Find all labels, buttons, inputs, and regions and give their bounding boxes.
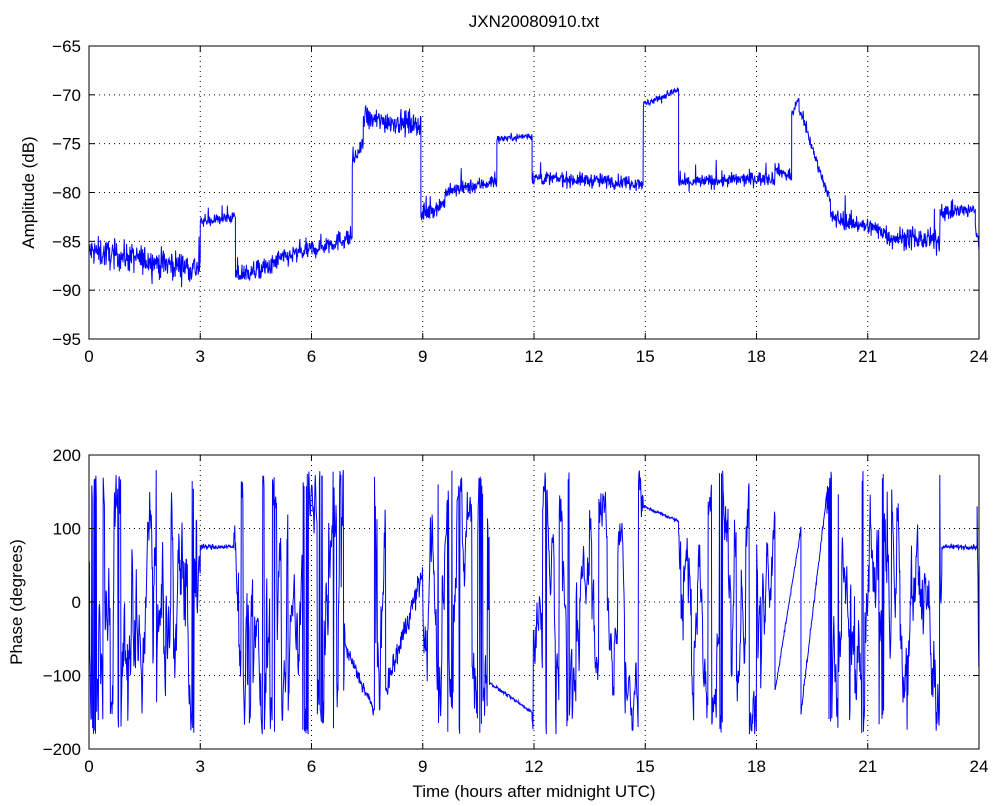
- phase-series-line: [89, 469, 979, 735]
- phase-x-tick-label: 3: [196, 757, 205, 776]
- phase-y-tick-label: 0: [72, 593, 81, 612]
- chart-title: JXN20080910.txt: [469, 12, 600, 31]
- amplitude-y-axis-label: Amplitude (dB): [19, 136, 38, 248]
- amplitude-series-line: [89, 87, 979, 288]
- amplitude-y-tick-label: −85: [52, 232, 81, 251]
- phase-x-tick-label: 6: [307, 757, 316, 776]
- amplitude-x-tick-label: 18: [747, 347, 766, 366]
- amplitude-x-tick-label: 3: [196, 347, 205, 366]
- phase-y-tick-label: 100: [53, 520, 81, 539]
- amplitude-trace-group: [89, 87, 979, 288]
- phase-y-tick-label: −100: [43, 667, 81, 686]
- phase-x-axis-label: Time (hours after midnight UTC): [412, 782, 655, 801]
- amplitude-x-tick-label: 9: [418, 347, 427, 366]
- amplitude-y-tick-label: −65: [52, 37, 81, 56]
- amplitude-x-tick-label: 21: [858, 347, 877, 366]
- phase-x-tick-label: 15: [636, 757, 655, 776]
- phase-ticks: 0 3 6 9 12 15 18 21 24 −200 −100 0 100 200: [43, 446, 989, 776]
- phase-y-axis-label: Phase (degrees): [7, 539, 26, 665]
- amplitude-x-tick-label: 0: [84, 347, 93, 366]
- phase-trace-group: [89, 469, 979, 735]
- phase-x-tick-label: 24: [970, 757, 989, 776]
- amplitude-y-tick-label: −80: [52, 184, 81, 203]
- amplitude-grid: [89, 46, 979, 339]
- amplitude-y-tick-label: −90: [52, 281, 81, 300]
- amplitude-y-tick-label: −95: [52, 330, 81, 349]
- amplitude-x-tick-label: 12: [525, 347, 544, 366]
- phase-x-tick-label: 12: [525, 757, 544, 776]
- amplitude-x-tick-label: 15: [636, 347, 655, 366]
- amplitude-x-tick-label: 24: [970, 347, 989, 366]
- phase-panel: 0 3 6 9 12 15 18 21 24 −200 −100 0 100 200 Phase (deg…: [7, 446, 988, 801]
- phase-y-tick-label: −200: [43, 740, 81, 759]
- amplitude-panel: 0 3 6 9 12 15 18 21 24 −95 −90 −85 −80 −75 −70 −65 Ampl…: [19, 37, 988, 366]
- amplitude-y-tick-label: −75: [52, 135, 81, 154]
- amplitude-x-tick-label: 6: [307, 347, 316, 366]
- phase-x-tick-label: 9: [418, 757, 427, 776]
- amplitude-ticks: 0 3 6 9 12 15 18 21 24 −95 −90 −85 −80 −75 −70 −65: [52, 37, 988, 366]
- phase-x-tick-label: 0: [84, 757, 93, 776]
- phase-y-tick-label: 200: [53, 446, 81, 465]
- phase-x-tick-label: 21: [858, 757, 877, 776]
- amplitude-y-tick-label: −70: [52, 86, 81, 105]
- phase-x-tick-label: 18: [747, 757, 766, 776]
